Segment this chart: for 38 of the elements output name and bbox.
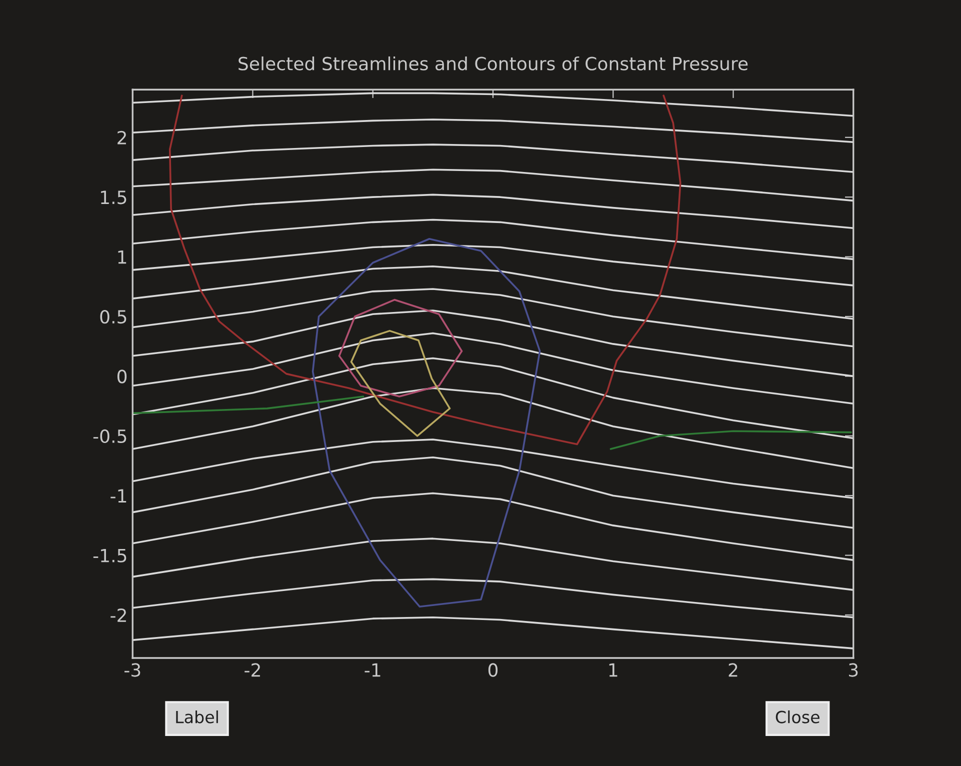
line-series xyxy=(132,332,854,405)
y-tick-label: -0.5 xyxy=(93,429,126,444)
line-series xyxy=(132,578,854,618)
text: Close xyxy=(776,710,820,724)
line-series xyxy=(132,456,854,529)
text: Label xyxy=(176,710,218,724)
y-tick-label: 0 xyxy=(117,370,127,384)
y-tick-label: 1.5 xyxy=(101,190,126,204)
chart-title: Selected Streamlines and Contours of Constant Pressure xyxy=(238,56,748,70)
y-tick-label: -2 xyxy=(110,608,126,622)
line-series xyxy=(132,118,854,144)
x-tick-label: 2 xyxy=(728,663,738,677)
x-tick-label: -2 xyxy=(244,663,260,677)
x-tick-label: 0 xyxy=(488,663,498,677)
line-series xyxy=(132,265,854,320)
line-series xyxy=(132,194,854,230)
line-series xyxy=(132,310,854,378)
line-series xyxy=(132,144,854,173)
y-tick-label: 2 xyxy=(118,130,126,144)
line-series xyxy=(132,538,854,591)
line-series xyxy=(132,168,854,202)
line-series xyxy=(132,438,854,499)
line-series xyxy=(132,288,854,348)
y-tick-label: 1 xyxy=(118,250,126,264)
y-tick-label: -1.5 xyxy=(93,549,126,562)
x-tick-label: -1 xyxy=(364,663,380,677)
y-tick-label: -1 xyxy=(110,489,126,502)
line-series xyxy=(132,492,854,561)
x-tick-label: 3 xyxy=(849,663,858,677)
line-series xyxy=(132,357,854,440)
line-series xyxy=(132,387,854,470)
x-tick-label: -3 xyxy=(124,663,140,677)
line-series xyxy=(132,92,854,117)
line-series xyxy=(132,616,854,650)
line-series xyxy=(132,244,854,286)
line-series xyxy=(132,218,854,260)
y-tick-label: 0.5 xyxy=(100,310,126,324)
x-tick-label: 1 xyxy=(609,663,618,677)
